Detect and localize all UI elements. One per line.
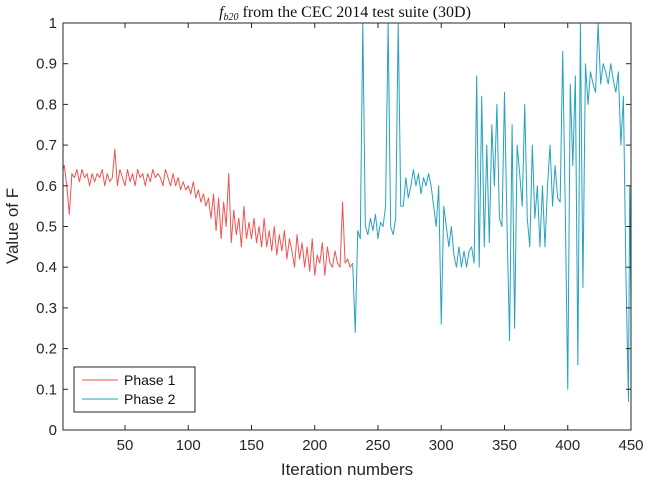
x-tick-label: 300 (429, 437, 454, 454)
x-tick-label: 400 (555, 437, 580, 454)
y-tick-label: 0.5 (36, 219, 57, 236)
x-tick-label: 50 (117, 437, 134, 454)
x-tick-label: 150 (239, 437, 264, 454)
chart-title-text: from the CEC 2014 test suite (30D) (239, 4, 471, 21)
legend: Phase 1 Phase 2 (73, 366, 196, 413)
y-tick-label: 0.3 (36, 300, 57, 317)
y-tick-label: 0.9 (36, 56, 57, 73)
y-axis-ticks: 0 0.1 0.2 0.3 0.4 0.5 0.6 0.7 0.8 0.9 1 (36, 15, 631, 439)
y-tick-label: 0 (49, 422, 57, 439)
series-line-phase-2 (352, 22, 632, 403)
x-tick-label: 200 (302, 437, 327, 454)
y-tick-label: 0.2 (36, 341, 57, 358)
y-axis-label: Value of F (3, 188, 22, 264)
chart-title-subscript: b20 (224, 12, 239, 23)
y-tick-label: 0.7 (36, 137, 57, 154)
x-tick-label: 450 (618, 437, 643, 454)
x-tick-label: 350 (492, 437, 517, 454)
series-layer (62, 22, 632, 403)
legend-label-phase-2: Phase 2 (124, 391, 176, 407)
y-tick-label: 0.4 (36, 259, 57, 276)
x-tick-label: 250 (365, 437, 390, 454)
legend-label-phase-1: Phase 1 (124, 372, 176, 388)
x-axis-ticks: 50 100 150 200 250 300 350 400 450 (117, 23, 644, 454)
chart-title-symbol: f (219, 4, 226, 21)
chart-title: fb20 from the CEC 2014 test suite (30D) (219, 4, 471, 23)
x-tick-label: 100 (176, 437, 201, 454)
y-tick-label: 0.8 (36, 96, 57, 113)
x-axis-label: Iteration numbers (281, 460, 413, 479)
plot-area (63, 23, 631, 430)
y-tick-label: 0.1 (36, 381, 57, 398)
y-tick-label: 0.6 (36, 178, 57, 195)
y-tick-label: 1 (49, 15, 57, 32)
series-line-phase-1 (62, 148, 354, 276)
legend-box (73, 366, 196, 413)
